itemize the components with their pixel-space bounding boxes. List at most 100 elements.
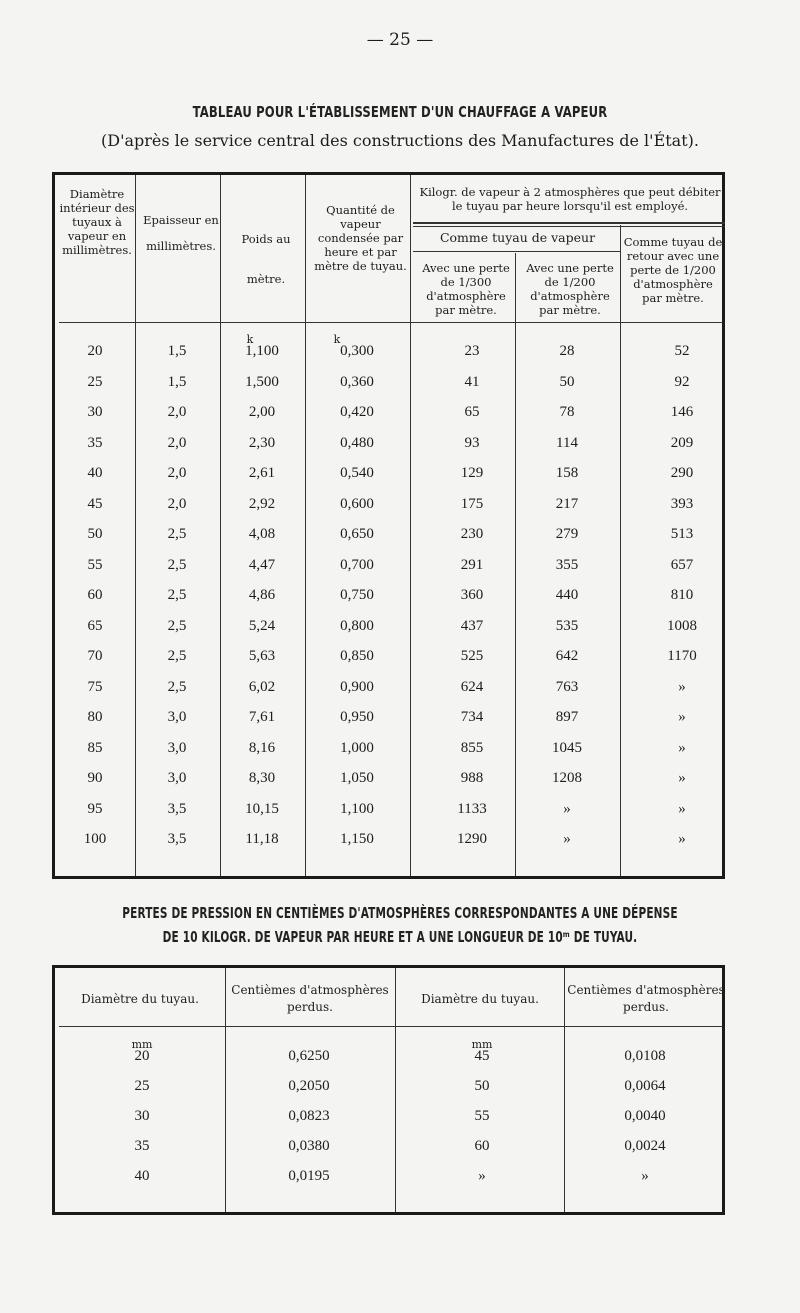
header-diametre-1: Diamètre du tuyau. [81,992,199,1006]
divider [413,226,725,227]
table-cell: 65 [87,617,103,634]
table-cell: 5,24 [248,617,276,634]
table1-title: TABLEAU POUR L'ÉTABLISSEMENT D'UN CHAUFF… [192,103,608,121]
table-cell: » [678,709,686,725]
table-cell: 279 [555,526,579,542]
divider [413,251,621,252]
header-epaisseur: Epaisseur en millimètres. [143,213,219,253]
table-cell: 45 [474,1048,490,1064]
unit-mm-1: mm [131,1038,153,1051]
table-cell: 30 [87,404,103,420]
table-cell: 78 [559,404,575,420]
table-cell: 0,600 [340,495,374,512]
table-cell: 40 [134,1168,150,1184]
table-cell: 355 [555,556,579,573]
table-cell: » [678,678,686,695]
table-cell: 55 [87,556,103,573]
table-cell: 291 [460,556,484,573]
table-cell: 855 [460,739,484,756]
column-divider [564,968,565,1212]
table-cell: 3,0 [167,770,187,786]
table-cell: » [641,1168,649,1184]
header-kilogr: Kilogr. de vapeur à 2 atmosphères que pe… [419,185,721,213]
table-cell: 55 [474,1108,490,1124]
table-cell: 810 [670,587,694,603]
table-cell: 11,18 [245,831,279,847]
table-cell: 513 [670,526,694,542]
table-cell: 0,700 [340,556,374,573]
table1-subtitle: (D'après le service central des construc… [101,131,699,150]
table-cell: 0,0064 [624,1078,666,1094]
unit-quantite: k [333,333,341,346]
table-cell: » [678,739,686,756]
table-cell: 2,5 [167,556,187,573]
header-perte-300: Avec une perte de 1/300 d'atmosphère par… [422,261,510,317]
table-cell: 75 [87,678,103,695]
table-cell: 0,420 [340,404,374,420]
table-cell: 0,6250 [288,1048,330,1064]
table-cell: 35 [87,434,103,451]
table-cell: 440 [555,587,579,603]
table-cell: 2,5 [167,587,187,603]
table-cell: 1,500 [245,373,279,390]
table-cell: 175 [460,495,484,512]
table-cell: 0,750 [340,587,374,603]
table-cell: 988 [460,770,484,786]
header-centiemes-1: Centièmes d'atmosphères perdus. [231,983,389,1014]
table-cell: 80 [87,709,103,725]
table-cell: 2,0 [167,434,187,451]
table-cell: 2,61 [248,465,276,481]
table-cell: 25 [87,373,103,390]
table-cell: 2,30 [248,434,276,451]
table-cell: 2,0 [167,465,187,481]
column-divider [620,225,621,876]
table-cell: 114 [556,434,578,451]
header-perte-200: Avec une perte de 1/200 d'atmosphère par… [526,261,614,317]
table-cell: 4,08 [248,526,276,542]
header-divider [59,1026,723,1027]
table-cell: 290 [670,465,694,481]
table-cell: 2,00 [248,404,276,420]
unit-mm-2: mm [471,1038,493,1051]
table-cell: 92 [674,373,690,390]
table-cell: 657 [670,556,694,573]
table-cell: 1170 [667,648,697,664]
table-cell: 3,0 [167,739,187,756]
table-cell: 0,0823 [288,1108,330,1124]
table-cell: 7,61 [248,709,276,725]
table-cell: 2,92 [248,495,276,512]
table2-title-line1: PERTES DE PRESSION EN CENTIÈMES D'ATMOSP… [122,904,678,922]
column-divider [220,175,221,876]
table-cell: 28 [559,343,575,359]
table-cell: 35 [134,1138,150,1154]
table-cell: » [478,1168,486,1184]
header-divider [59,322,723,323]
table-cell: 0,300 [340,343,374,359]
table-cell: 393 [670,495,694,512]
table2-title-line2: DE 10 KILOGR. DE VAPEUR PAR HEURE ET A U… [162,928,638,946]
table-cell: 129 [460,465,484,481]
table-cell: 2,0 [167,495,187,512]
table-cell: » [678,770,686,786]
table-cell: 0,650 [340,526,374,542]
table-cell: 40 [87,465,103,481]
table-cell: 209 [670,434,694,451]
table-cell: 3,0 [167,709,187,725]
table-cell: 30 [134,1108,150,1124]
table-cell: 2,5 [167,526,187,542]
table-cell: 897 [555,709,579,725]
table-cell: 3,5 [167,800,187,817]
table-cell: 2,5 [167,648,187,664]
table-cell: 95 [87,800,103,817]
table-cell: » [563,800,571,817]
table-cell: 217 [555,495,579,512]
table-cell: 158 [555,465,579,481]
table-cell: 90 [87,770,103,786]
table-cell: 45 [87,495,103,512]
table-cell: 50 [474,1078,490,1094]
table-cell: 60 [87,587,103,603]
table-cell: 25 [134,1078,150,1094]
table-cell: 93 [464,434,480,451]
table-cell: 4,86 [248,587,276,603]
table-cell: 1290 [457,831,487,847]
